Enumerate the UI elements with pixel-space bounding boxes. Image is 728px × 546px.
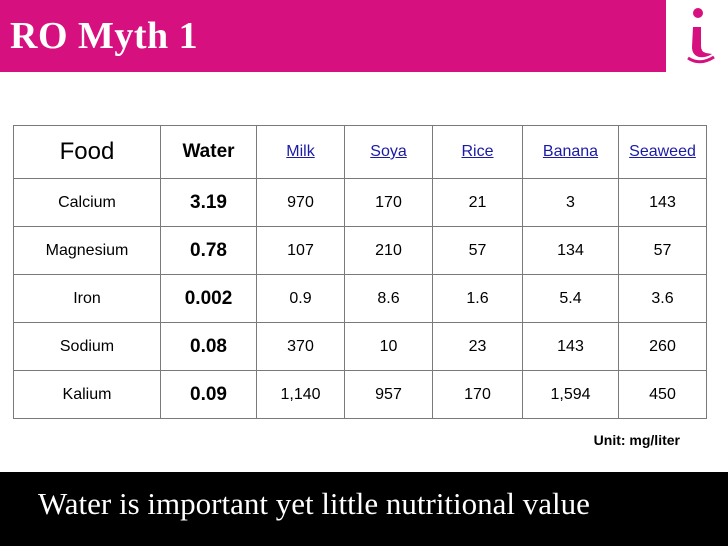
table-cell: 3.6 (618, 274, 707, 323)
table-cell: 143 (522, 322, 619, 371)
table-cell: 1.6 (432, 274, 523, 323)
table-cell: 170 (432, 370, 523, 419)
table-cell: 957 (344, 370, 433, 419)
slide-title: RO Myth 1 (10, 15, 199, 57)
header-food: Food (13, 125, 161, 179)
table-cell: 170 (344, 178, 433, 227)
footer-tagline: Water is important yet little nutritiona… (38, 486, 590, 521)
water-value: 0.002 (160, 274, 257, 323)
row-label: Calcium (13, 178, 161, 227)
table-row: Kalium 0.09 1,140 957 170 1,594 450 (13, 370, 707, 419)
header-banana-link[interactable]: Banana (522, 125, 619, 179)
table-cell: 370 (256, 322, 345, 371)
table-cell: 5.4 (522, 274, 619, 323)
table-cell: 260 (618, 322, 707, 371)
brand-logo (666, 0, 728, 72)
table-cell: 57 (618, 226, 707, 275)
table-cell: 970 (256, 178, 345, 227)
table-row: Magnesium 0.78 107 210 57 134 57 (13, 226, 707, 275)
row-label: Iron (13, 274, 161, 323)
slide-header: RO Myth 1 (0, 0, 728, 72)
water-value: 0.08 (160, 322, 257, 371)
table-cell: 210 (344, 226, 433, 275)
table-cell: 21 (432, 178, 523, 227)
nutrition-table: Food Water Milk Soya Rice Banana Seaweed… (13, 125, 707, 419)
table-cell: 3 (522, 178, 619, 227)
row-label: Sodium (13, 322, 161, 371)
header-rice-link[interactable]: Rice (432, 125, 523, 179)
table-cell: 1,594 (522, 370, 619, 419)
water-value: 0.09 (160, 370, 257, 419)
header-soya-link[interactable]: Soya (344, 125, 433, 179)
table-row: Iron 0.002 0.9 8.6 1.6 5.4 3.6 (13, 274, 707, 323)
row-label: Kalium (13, 370, 161, 419)
header-water: Water (160, 125, 257, 179)
table-row: Sodium 0.08 370 10 23 143 260 (13, 322, 707, 371)
slide-footer (0, 472, 728, 546)
table-cell: 134 (522, 226, 619, 275)
water-value: 3.19 (160, 178, 257, 227)
table-cell: 0.9 (256, 274, 345, 323)
table-cell: 23 (432, 322, 523, 371)
row-label: Magnesium (13, 226, 161, 275)
table-cell: 57 (432, 226, 523, 275)
table-cell: 8.6 (344, 274, 433, 323)
brand-i-logo-icon (687, 8, 715, 64)
header-seaweed-link[interactable]: Seaweed (618, 125, 707, 179)
water-value: 0.78 (160, 226, 257, 275)
header-milk-link[interactable]: Milk (256, 125, 345, 179)
table-cell: 107 (256, 226, 345, 275)
table-header-row: Food Water Milk Soya Rice Banana Seaweed (13, 125, 707, 179)
table-row: Calcium 3.19 970 170 21 3 143 (13, 178, 707, 227)
unit-note: Unit: mg/liter (593, 432, 680, 448)
table-cell: 1,140 (256, 370, 345, 419)
table-cell: 450 (618, 370, 707, 419)
table-cell: 143 (618, 178, 707, 227)
table-cell: 10 (344, 322, 433, 371)
